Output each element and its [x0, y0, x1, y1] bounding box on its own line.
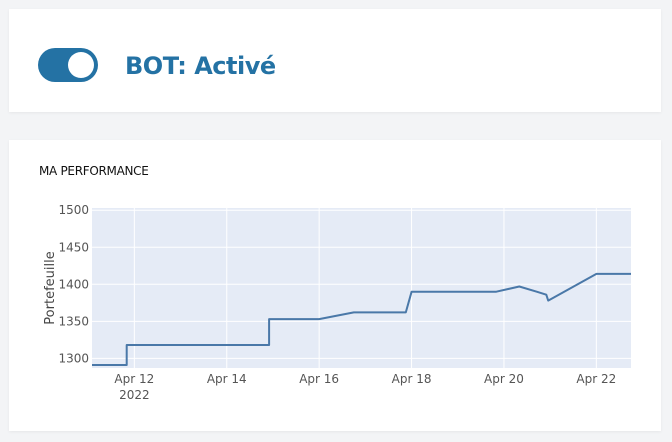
x-tick-label: Apr 22 — [576, 372, 616, 386]
x-tick-label: Apr 14 — [207, 372, 247, 386]
y-tick-label: 1500 — [58, 203, 89, 217]
performance-title: MA PERFORMANCE — [39, 164, 149, 178]
bot-status-card: BOT: Activé — [9, 9, 661, 112]
y-tick-label: 1350 — [58, 314, 89, 328]
y-axis-title: Portefeuille — [43, 251, 58, 324]
x-tick-label: Apr 16 — [299, 372, 339, 386]
x-tick-label: Apr 18 — [392, 372, 432, 386]
performance-chart: 1300 1350 1400 1450 1500 Apr 12 2022 Apr 14 Apr … — [43, 203, 631, 402]
portfolio-series-line — [92, 272, 631, 366]
y-tick-label: 1300 — [58, 351, 89, 365]
y-tick-label: 1400 — [58, 277, 89, 291]
y-tick-label: 1450 — [58, 240, 89, 254]
bot-status-label: BOT: Activé — [125, 52, 276, 80]
bot-toggle-switch[interactable] — [38, 48, 98, 82]
toggle-knob — [68, 52, 94, 78]
performance-card: MA PERFORMANCE 1300 1350 1400 1450 1500 Apr 1… — [9, 140, 661, 431]
plot-background — [92, 208, 631, 368]
x-year-label: 2022 — [119, 388, 150, 402]
x-tick-label: Apr 12 — [114, 372, 154, 386]
x-tick-label: Apr 20 — [484, 372, 524, 386]
